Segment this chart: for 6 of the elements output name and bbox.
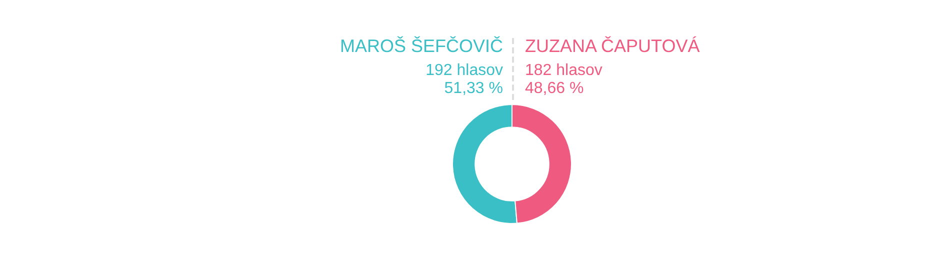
slice-label: MAROŠ ŠEFČOVIČ bbox=[340, 36, 503, 56]
data-label: 192 hlasov bbox=[424, 62, 503, 80]
text: 48,66 % bbox=[525, 80, 585, 98]
slice-label: ZUZANA ČAPUTOVÁ bbox=[525, 36, 700, 56]
data-label: 182 hlasov bbox=[525, 62, 604, 80]
text: 51,33 % bbox=[443, 80, 503, 98]
